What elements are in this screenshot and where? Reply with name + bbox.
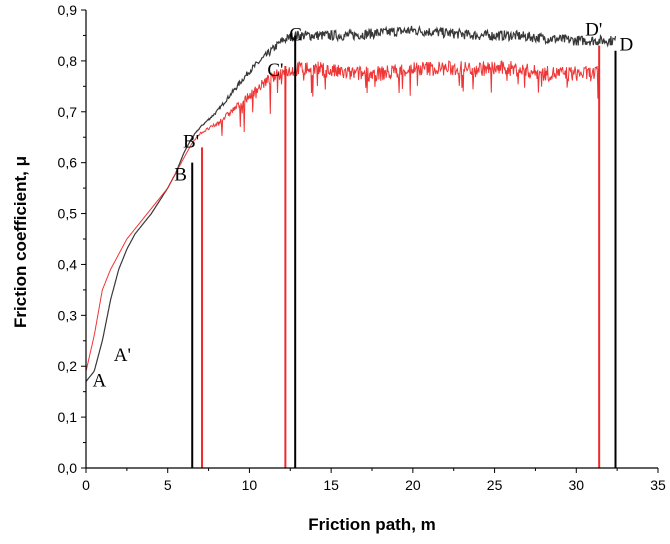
x-tick-label: 5 xyxy=(164,477,172,493)
y-tick-label: 0,6 xyxy=(58,155,78,171)
x-tick-label: 35 xyxy=(650,477,666,493)
marker-label-7: D' xyxy=(585,19,602,40)
y-tick-label: 0,0 xyxy=(58,460,78,476)
y-tick-label: 0,7 xyxy=(58,104,78,120)
series-line-1 xyxy=(85,24,617,382)
x-tick-label: 10 xyxy=(242,477,258,493)
y-tick-label: 0,4 xyxy=(58,256,78,272)
y-axis-title: Friction coefficient, μ xyxy=(11,156,30,328)
series-line-2 xyxy=(85,60,600,372)
x-tick-label: 30 xyxy=(568,477,584,493)
marker-label-1: A xyxy=(93,371,107,392)
y-tick-label: 0,5 xyxy=(58,206,78,222)
y-tick-label: 0,1 xyxy=(58,409,78,425)
y-tick-label: 0,2 xyxy=(58,358,78,374)
x-axis-title: Friction path, m xyxy=(308,515,436,534)
x-tick-label: 0 xyxy=(82,477,90,493)
axes-layer: 0 5 10 15 20 25 30 35 0,0 0,1 0,2 0,3 0,4 0,5 0,6 0,7 0,… xyxy=(58,2,666,493)
marker-label-8: D xyxy=(620,35,634,56)
y-tick-label: 0,9 xyxy=(58,2,78,18)
marker-label-4: B' xyxy=(183,131,199,152)
marker-label-3: B xyxy=(174,164,187,185)
series-layer xyxy=(85,24,617,382)
marker-layer: A A' B B' C' C D' D xyxy=(93,19,634,468)
y-tick-label: 0,8 xyxy=(58,53,78,69)
marker-label-2: A' xyxy=(114,345,131,366)
marker-label-5: C' xyxy=(267,60,283,81)
x-tick-label: 20 xyxy=(405,477,421,493)
marker-label-6: C xyxy=(289,25,302,46)
x-tick-label: 15 xyxy=(323,477,339,493)
x-tick-label: 25 xyxy=(487,477,503,493)
y-tick-label: 0,3 xyxy=(58,307,78,323)
